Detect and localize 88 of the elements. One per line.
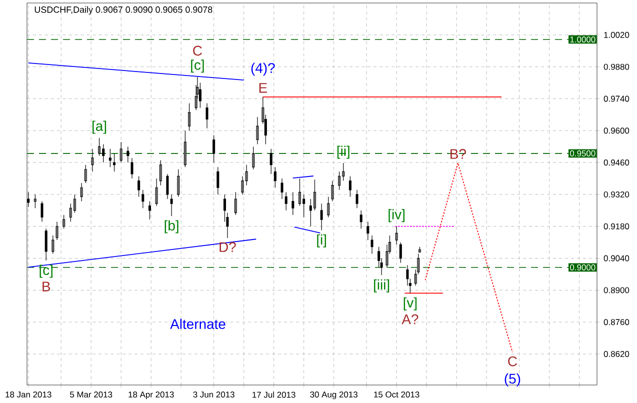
candlestick xyxy=(360,210,362,229)
candlestick xyxy=(188,102,191,131)
candlestick xyxy=(395,226,398,245)
candlestick xyxy=(148,200,151,220)
candlestick xyxy=(292,192,294,216)
candlestick xyxy=(44,228,48,261)
annotation: [iv] xyxy=(388,209,404,222)
candlestick xyxy=(113,153,116,172)
annotation: [c] xyxy=(40,264,52,278)
y-tick-label: 0.9320 xyxy=(604,191,630,198)
candlestick xyxy=(155,178,158,206)
y-tick-label: 0.9740 xyxy=(604,96,630,102)
candlestick xyxy=(62,214,66,229)
candlestick xyxy=(270,148,272,174)
annotation: [c] xyxy=(191,60,204,73)
candlestick xyxy=(40,200,44,222)
annotation: C xyxy=(193,46,202,56)
annotation: B xyxy=(42,282,50,292)
candlestick xyxy=(120,142,122,163)
candlestick xyxy=(370,235,374,254)
annotation: (4)? xyxy=(251,62,275,76)
y-tick-label: 0.9460 xyxy=(604,160,630,166)
x-tick-label: 15 Oct 2013 xyxy=(374,392,420,398)
candlestick xyxy=(356,190,358,208)
candlestick xyxy=(206,102,208,129)
x-tick-label: 5 Mar 2013 xyxy=(70,392,112,398)
candlestick xyxy=(331,180,334,202)
y-tick-label: 0.9040 xyxy=(604,255,630,262)
y-tick-label: 0.9600 xyxy=(604,128,630,134)
candlestick xyxy=(245,164,248,186)
ref-line-label: 1.0000 xyxy=(570,36,596,42)
annotation: A? xyxy=(402,314,418,324)
x-tick-label: 18 Jan 2013 xyxy=(6,392,52,398)
candlestick xyxy=(80,182,83,202)
candlestick xyxy=(399,242,402,264)
annotation: [v] xyxy=(404,297,417,310)
candlestick xyxy=(159,160,162,186)
candlestick xyxy=(84,164,87,184)
annotation: (5) xyxy=(504,373,520,386)
x-tick-label: 3 Jun 2013 xyxy=(193,392,234,398)
y-tick-label: 0.9180 xyxy=(604,223,630,230)
y-tick-label: 0.8760 xyxy=(604,319,630,326)
y-tick-label: 0.8900 xyxy=(604,287,630,294)
x-tick-label: 17 Jul 2013 xyxy=(252,392,296,398)
candlestick xyxy=(34,194,36,208)
x-tick-label: 18 Apr 2013 xyxy=(128,392,174,400)
candlestick xyxy=(284,192,288,211)
chart-title: USDCHF,Daily 0.9067 0.9090 0.9065 0.9078 xyxy=(34,6,212,15)
candlestick xyxy=(177,169,180,198)
candlestick xyxy=(212,134,216,163)
annotation: [b] xyxy=(164,220,178,234)
candlestick xyxy=(274,166,276,188)
annotation: D? xyxy=(220,242,236,252)
candlestick xyxy=(418,246,421,253)
candlestick xyxy=(52,235,54,254)
candlestick xyxy=(184,130,186,168)
annotation: E xyxy=(259,83,267,93)
candlestick xyxy=(138,176,140,198)
annotation: C xyxy=(508,356,517,366)
y-tick-label: 0.8620 xyxy=(604,351,630,357)
annotation: [ii] xyxy=(337,146,350,159)
candlestick xyxy=(108,148,112,168)
candlestick xyxy=(142,190,144,208)
ref-line-label: 0.9000 xyxy=(570,264,596,270)
candlestick xyxy=(56,222,58,240)
candlestick xyxy=(366,222,370,240)
y-tick-label: 0.9880 xyxy=(604,64,630,70)
candlestick xyxy=(234,192,237,216)
annotation: [iii] xyxy=(374,279,390,292)
candlestick xyxy=(216,166,220,195)
y-tick-label: 1.0020 xyxy=(604,32,630,38)
x-tick-label: 30 Aug 2013 xyxy=(310,392,358,400)
candlestick xyxy=(252,146,255,170)
candlestick xyxy=(320,203,323,231)
candlestick xyxy=(256,116,259,145)
candlestick xyxy=(130,158,134,179)
candlestick xyxy=(348,176,352,198)
annotation: [i] xyxy=(317,234,326,248)
annotation: [a] xyxy=(92,120,106,134)
annotation: Alternate xyxy=(170,318,226,330)
candlestick xyxy=(170,194,173,216)
candlestick xyxy=(126,146,130,163)
candlestick xyxy=(280,178,284,200)
candlestick xyxy=(91,148,94,172)
candlestick xyxy=(241,176,244,195)
candlestick xyxy=(166,174,169,200)
ref-line-label: 0.9500 xyxy=(570,150,596,156)
candlestick xyxy=(327,196,330,218)
